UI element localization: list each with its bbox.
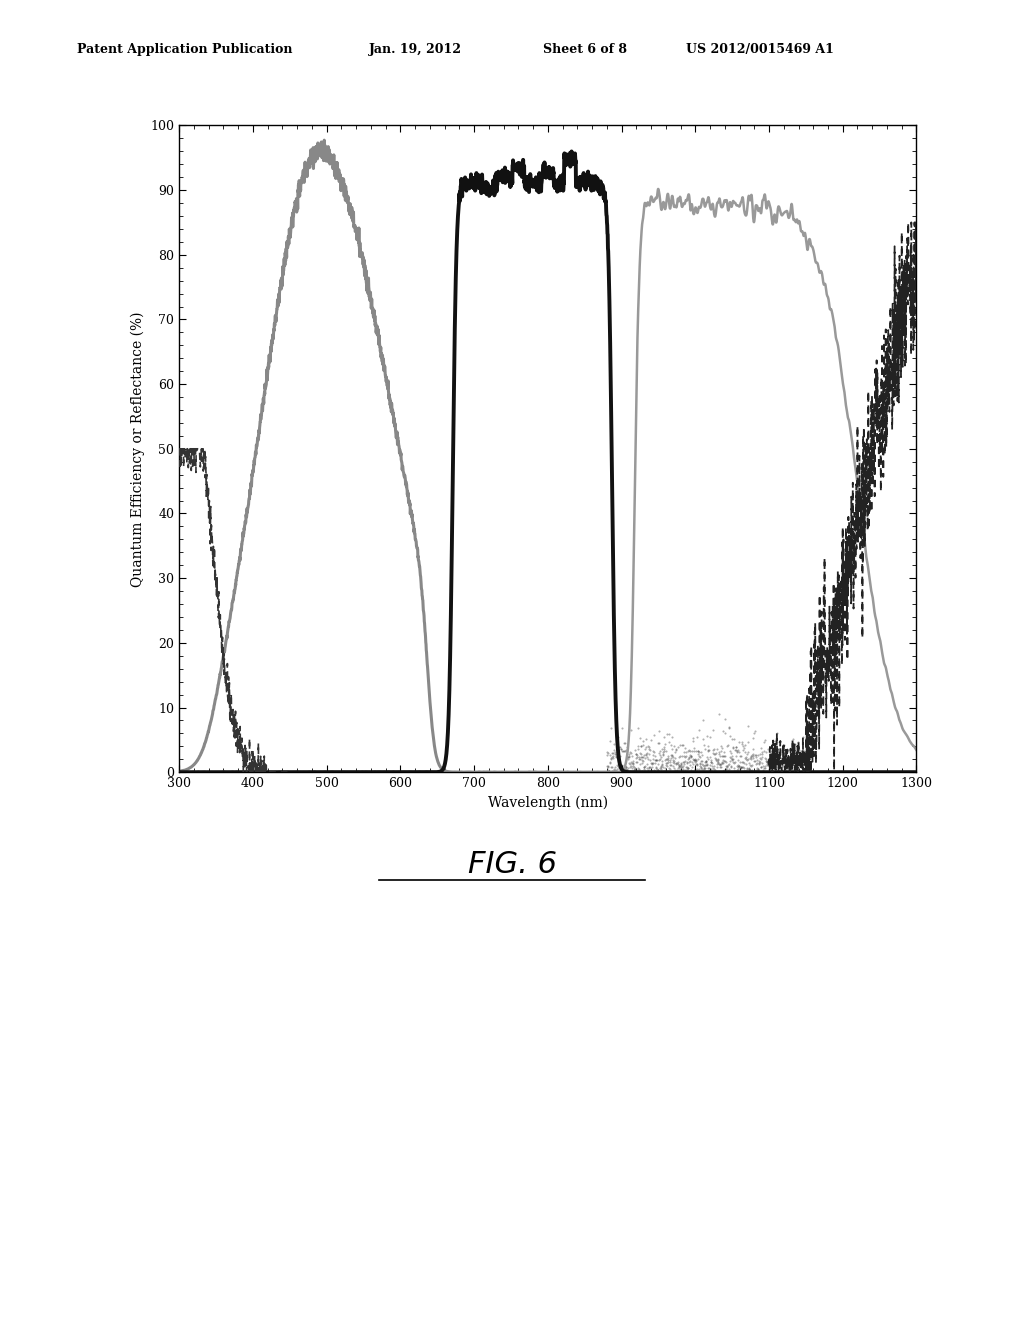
Text: Jan. 19, 2012: Jan. 19, 2012 — [369, 42, 462, 55]
X-axis label: Wavelength (nm): Wavelength (nm) — [487, 796, 608, 810]
Text: Sheet 6 of 8: Sheet 6 of 8 — [543, 42, 627, 55]
Text: FIG. 6: FIG. 6 — [468, 850, 556, 879]
Text: Patent Application Publication: Patent Application Publication — [77, 42, 292, 55]
Y-axis label: Quantum Efficiency or Reflectance (%): Quantum Efficiency or Reflectance (%) — [130, 312, 144, 586]
Text: US 2012/0015469 A1: US 2012/0015469 A1 — [686, 42, 834, 55]
